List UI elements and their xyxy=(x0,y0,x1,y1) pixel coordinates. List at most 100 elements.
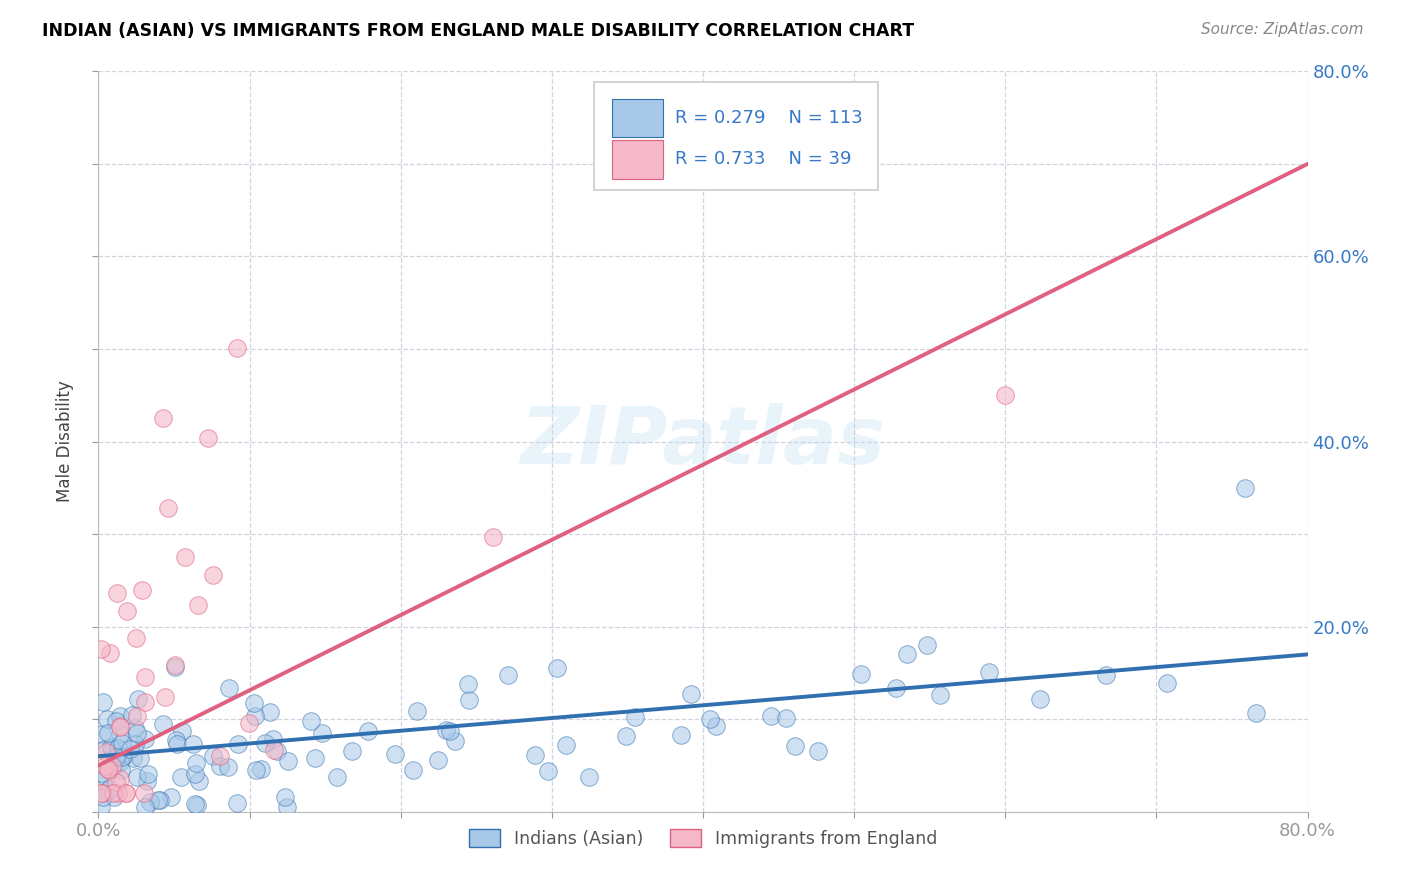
Point xyxy=(384,747,406,762)
Point xyxy=(217,759,239,773)
Point xyxy=(225,796,247,810)
Point xyxy=(152,716,174,731)
Point xyxy=(121,708,143,723)
Point xyxy=(125,770,148,784)
Point xyxy=(163,659,186,673)
Point xyxy=(107,786,129,800)
Point xyxy=(699,713,721,727)
Point xyxy=(94,742,117,756)
Point xyxy=(243,697,266,711)
Point xyxy=(110,772,132,786)
Point xyxy=(115,604,138,618)
Point xyxy=(94,759,117,773)
Point xyxy=(96,783,118,797)
Point xyxy=(457,677,479,691)
Point xyxy=(149,793,172,807)
Y-axis label: Male Disability: Male Disability xyxy=(56,381,75,502)
Point xyxy=(704,719,727,733)
Point xyxy=(108,727,131,741)
Point xyxy=(100,739,122,754)
Point xyxy=(616,729,638,743)
Point xyxy=(172,723,194,738)
Point xyxy=(165,733,187,747)
Point xyxy=(112,749,135,764)
Point xyxy=(111,736,134,750)
Point xyxy=(125,726,148,740)
Point xyxy=(929,688,952,702)
Point xyxy=(104,775,127,789)
Point xyxy=(108,720,131,734)
Point xyxy=(94,770,117,784)
Point xyxy=(98,781,121,796)
Point xyxy=(91,727,114,741)
Point xyxy=(105,750,128,764)
Point xyxy=(496,668,519,682)
Point xyxy=(1094,668,1116,682)
Point xyxy=(184,797,207,811)
Point xyxy=(277,754,299,768)
Point xyxy=(202,749,225,764)
Point xyxy=(524,748,547,763)
Point xyxy=(884,681,907,695)
Text: R = 0.279    N = 113: R = 0.279 N = 113 xyxy=(675,109,863,127)
Point xyxy=(218,681,240,695)
Point xyxy=(458,693,481,707)
Point xyxy=(262,731,284,746)
Point xyxy=(124,737,146,751)
Point xyxy=(208,748,231,763)
Point xyxy=(546,661,568,675)
Point xyxy=(107,740,129,755)
Point xyxy=(134,732,156,747)
Point xyxy=(896,648,918,662)
Point xyxy=(187,773,209,788)
Point xyxy=(122,751,145,765)
Point xyxy=(134,800,156,814)
Point xyxy=(90,642,112,657)
Point xyxy=(259,705,281,719)
Point xyxy=(979,665,1001,679)
Point xyxy=(91,789,114,804)
Point xyxy=(250,762,273,776)
Point xyxy=(127,692,149,706)
Point xyxy=(111,749,134,764)
Point xyxy=(173,549,195,564)
Point xyxy=(434,723,457,737)
Point xyxy=(90,786,112,800)
Point xyxy=(108,756,131,770)
Point xyxy=(186,797,208,812)
Point xyxy=(110,763,132,777)
Point xyxy=(103,789,125,804)
Point xyxy=(482,530,505,544)
Text: ZIPatlas: ZIPatlas xyxy=(520,402,886,481)
Point xyxy=(245,764,267,778)
Point xyxy=(1233,481,1256,495)
Point xyxy=(90,786,112,800)
Point xyxy=(1029,692,1052,706)
Point xyxy=(101,786,124,800)
Text: INDIAN (ASIAN) VS IMMIGRANTS FROM ENGLAND MALE DISABILITY CORRELATION CHART: INDIAN (ASIAN) VS IMMIGRANTS FROM ENGLAN… xyxy=(42,22,914,40)
Point xyxy=(184,767,207,781)
Point xyxy=(537,764,560,778)
Point xyxy=(761,708,783,723)
Point xyxy=(90,800,112,814)
Point xyxy=(105,586,128,600)
Point xyxy=(439,724,461,739)
Point xyxy=(669,728,692,742)
Point xyxy=(98,647,121,661)
Point xyxy=(274,789,297,804)
Point xyxy=(105,714,128,728)
Point xyxy=(103,759,125,773)
Point xyxy=(96,712,118,726)
Point xyxy=(94,745,117,759)
Point xyxy=(342,744,364,758)
Point xyxy=(148,793,170,807)
FancyBboxPatch shape xyxy=(613,99,664,137)
FancyBboxPatch shape xyxy=(595,82,879,190)
Point xyxy=(108,709,131,723)
Point xyxy=(624,710,647,724)
Point xyxy=(299,714,322,728)
Point xyxy=(101,759,124,773)
Point xyxy=(406,704,429,718)
Point xyxy=(304,751,326,765)
Point xyxy=(97,726,120,740)
